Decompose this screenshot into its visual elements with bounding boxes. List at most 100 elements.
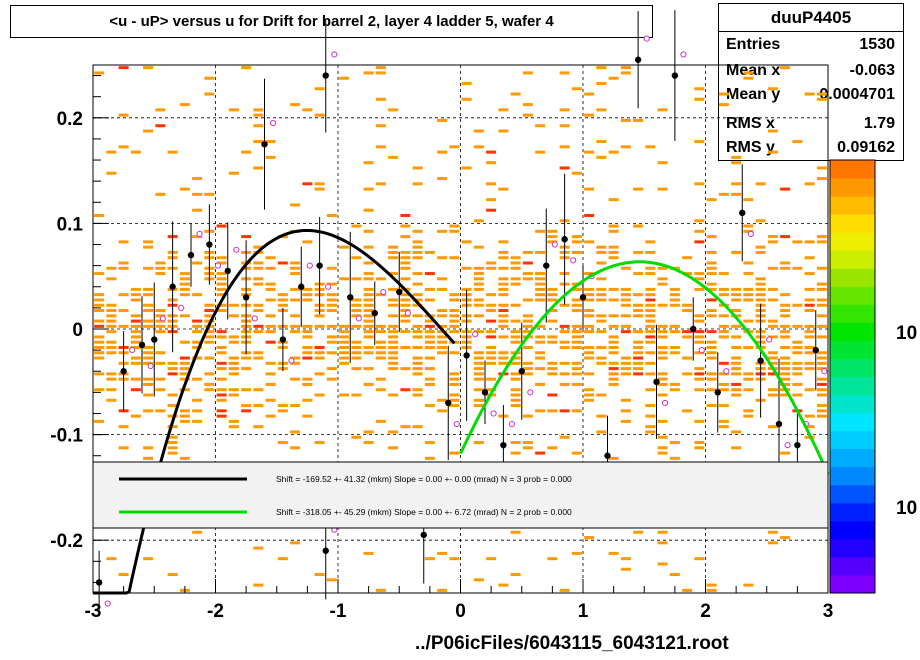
hist-bin [473,303,484,307]
hist-bin [584,187,595,191]
hist-bin [718,293,729,297]
hist-bin [755,282,766,286]
hist-bin [473,287,484,291]
hist-bin [682,409,693,413]
hist-bin [179,293,190,297]
hist-bin [767,319,778,323]
hist-bin [363,303,374,307]
hist-bin [584,330,595,334]
hist-bin [535,335,546,339]
hist-bin [620,356,631,360]
hist-bin [657,277,668,281]
hist-bin [437,287,448,291]
hist-bin [143,393,154,397]
hist-bin [388,335,399,339]
profile-point-alt [821,368,828,375]
hist-bin [130,377,141,381]
hist-bin [167,441,178,445]
hist-bin [351,345,362,349]
stats-value: -0.063 [849,62,895,79]
profile-point-alt [527,389,534,396]
profile-point [445,399,452,407]
hist-bin [473,245,484,249]
hist-bin [792,140,803,144]
hist-bin [314,393,325,397]
hist-bin [388,446,399,450]
hist-bin [596,250,607,254]
hist-bin [437,256,448,260]
hist-bin [326,213,337,217]
hist-bin [339,351,350,355]
hist-bin [694,441,705,445]
hist-bin [228,356,239,360]
hist-bin [535,293,546,297]
hist-bin [449,324,460,328]
hist-bin [780,345,791,349]
hist-bin [682,272,693,276]
profile-point-alt [306,262,313,269]
hist-bin [694,287,705,291]
hist-bin [228,108,239,112]
profile-point-alt [147,362,154,370]
hist-bin [94,71,105,75]
hist-bin [314,314,325,318]
hist-bin [192,261,203,265]
hist-bin [682,303,693,307]
hist-bin [547,235,558,239]
hist-bin [645,293,656,297]
hist-bin [706,309,717,313]
hist-bin [400,256,411,260]
hist-bin [571,298,582,302]
hist-bin [571,382,582,386]
hist-bin [216,414,227,418]
hist-bin [669,456,680,460]
hist-bin [388,256,399,260]
hist-bin [767,356,778,360]
hist-bin [596,356,607,360]
hist-bin [522,113,533,117]
hist-bin [290,203,301,207]
palette-cell [830,394,875,414]
palette-cell [830,574,875,594]
hist-bin [363,335,374,339]
hist-bin [559,108,570,112]
hist-bin [351,298,362,302]
hist-bin [645,145,656,149]
hist-bin [486,309,497,313]
hist-bin [241,235,252,239]
hist-bin [706,198,717,202]
palette-cell [830,232,875,251]
hist-bin [375,66,386,70]
hist-bin [216,361,227,365]
palette-frame [829,159,876,594]
stats-row-rms-y: RMS y 0.09162 [726,139,895,161]
hist-bin [780,382,791,386]
hist-bin [241,388,252,392]
hist-bin [535,277,546,281]
y-tick-label: 0 [72,320,83,341]
hist-bin [682,309,693,313]
hist-bin [179,388,190,392]
hist-bin [804,388,815,392]
hist-bin [718,335,729,339]
profile-point-alt [288,357,295,364]
hist-bin [351,303,362,307]
hist-bin [571,367,582,371]
hist-bin [314,356,325,360]
palette-cell [830,340,875,359]
hist-bin [706,235,717,239]
hist-bin [314,324,325,328]
chart-title-box: <u - uP> versus u for Drift for barrel 2… [10,5,653,38]
hist-bin [241,356,252,360]
hist-bin [216,367,227,371]
hist-bin [388,250,399,254]
hist-bin [522,441,533,445]
hist-bin [804,414,815,418]
hist-bin [302,324,313,328]
hist-bin [192,235,203,239]
hist-bin [608,198,619,202]
hist-bin [547,393,558,397]
hist-bin [204,340,215,344]
profile-point [518,368,525,375]
hist-bin [767,335,778,339]
